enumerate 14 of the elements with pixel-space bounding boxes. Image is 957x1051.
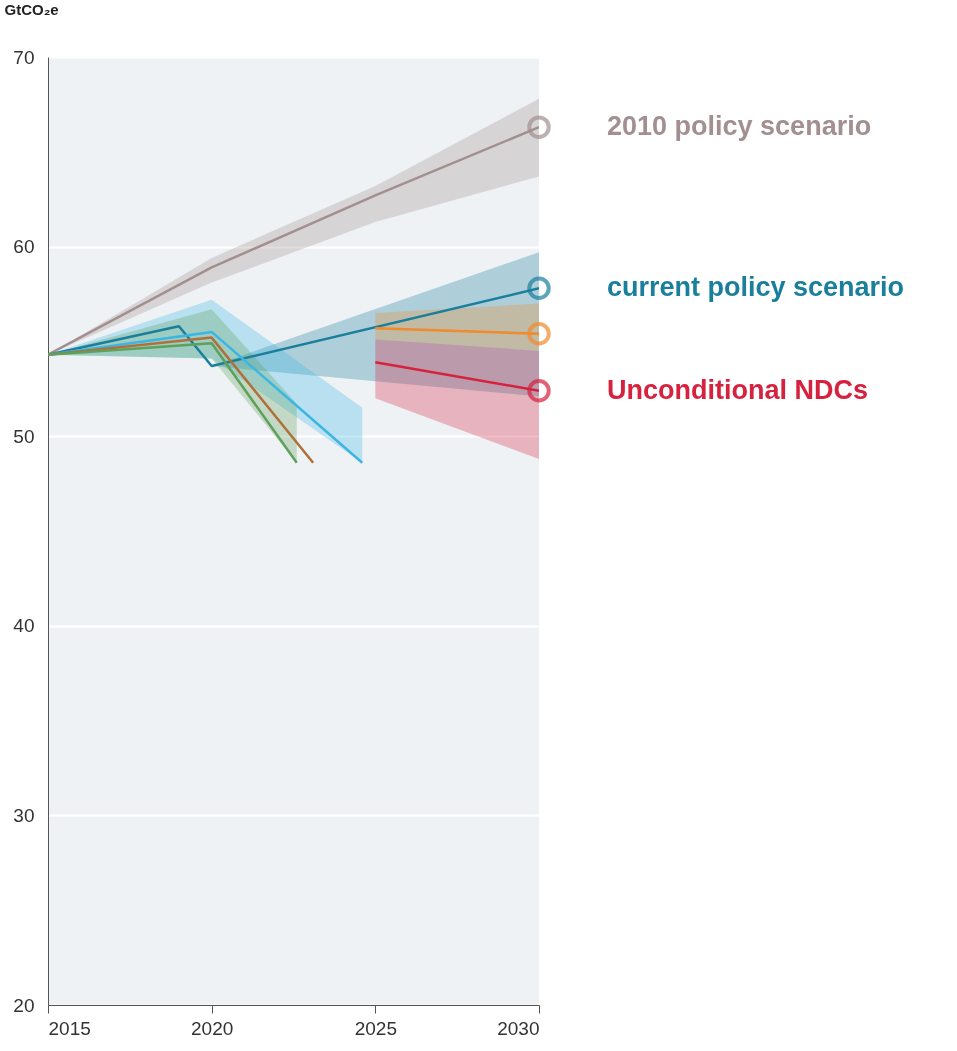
y-tick-label: 30 <box>13 804 35 826</box>
x-tick-label: 2015 <box>48 1017 91 1039</box>
y-tick-label: 40 <box>13 615 35 637</box>
y-tick-label: 60 <box>13 236 35 258</box>
y-tick-label: 70 <box>13 46 35 68</box>
x-tick-label: 2020 <box>191 1017 234 1039</box>
x-tick-label: 2030 <box>497 1017 540 1039</box>
text: 2010 policy scenario <box>607 111 872 142</box>
y-tick-label: 20 <box>13 994 35 1016</box>
text: Unconditional NDCs <box>607 374 868 405</box>
x-tick-label: 2025 <box>354 1017 397 1039</box>
text: current policy scenario <box>607 272 905 303</box>
y-tick-label: 50 <box>13 425 35 447</box>
y-axis-title: GtCO₂e <box>4 0 59 18</box>
